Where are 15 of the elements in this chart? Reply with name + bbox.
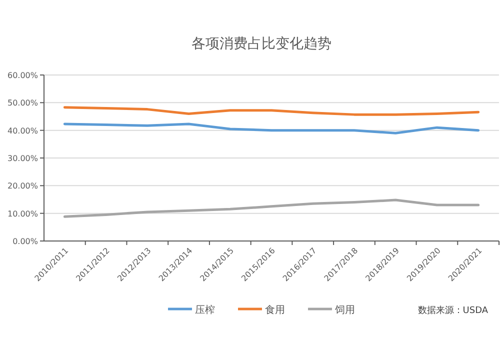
line-series: [63, 122, 480, 134]
y-tick-label: 40.00%: [7, 126, 38, 136]
legend-label: 压榨: [195, 304, 215, 316]
y-tick-label: 20.00%: [7, 182, 38, 191]
line-series: [63, 198, 480, 218]
y-tick-label: 0.00%: [12, 237, 38, 246]
y-tick-label: 10.00%: [7, 209, 38, 218]
legend-label: 饲用: [334, 305, 355, 316]
y-tick-label: 50.00%: [7, 98, 38, 108]
source-note: 数据来源：USDA: [418, 305, 489, 316]
line-series: [63, 106, 480, 116]
chart-title: 各项消费占比变化趋势: [192, 36, 332, 52]
y-tick-label: 30.00%: [7, 154, 38, 163]
legend-label: 食用: [265, 304, 285, 316]
y-tick-label: 60.00%: [7, 71, 38, 80]
